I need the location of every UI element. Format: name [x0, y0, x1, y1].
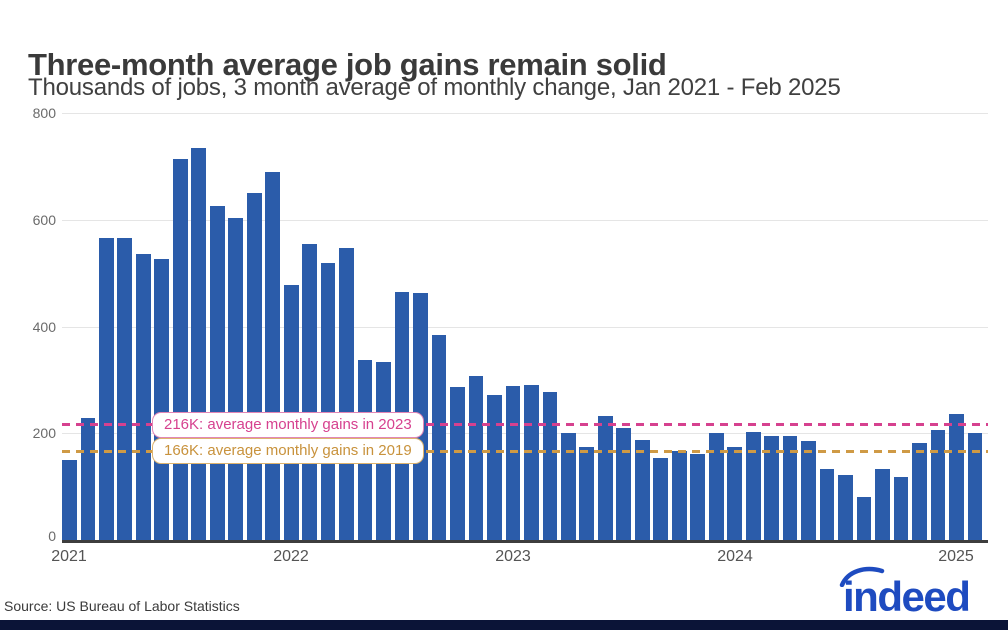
bar-dec-2021	[265, 172, 281, 540]
bar-nov-2024	[912, 443, 927, 540]
reference-line-avg-monthly-gains-2023	[62, 423, 988, 426]
bar-apr-2021	[117, 238, 133, 540]
y-axis-tick-600: 600	[32, 212, 56, 228]
y-axis-tick-800: 800	[32, 105, 56, 121]
bar-feb-2022	[302, 244, 317, 540]
indeed-logo[interactable]: indeed	[839, 566, 993, 620]
bar-jan-2021	[62, 460, 77, 540]
y-axis-tick-0: 0	[48, 528, 56, 544]
bar-jun-2021	[154, 259, 170, 540]
bar-oct-2021	[228, 218, 244, 540]
bar-nov-2021	[246, 193, 262, 540]
bar-mar-2024	[764, 436, 779, 540]
bar-aug-2023	[634, 440, 650, 540]
bar-may-2024	[801, 441, 816, 540]
gridline-400	[62, 327, 988, 328]
reference-label-avg-monthly-gains-2023: 216K: average monthly gains in 2023	[152, 412, 424, 438]
source-attribution: Source: US Bureau of Labor Statistics	[4, 598, 240, 614]
bar-apr-2022	[339, 248, 354, 540]
bar-aug-2024	[856, 497, 872, 540]
bar-mar-2023	[542, 392, 558, 540]
gridline-600	[62, 220, 988, 221]
bar-jan-2023	[505, 386, 521, 540]
bar-may-2021	[135, 254, 151, 540]
reference-line-avg-monthly-gains-2019	[62, 450, 988, 453]
bar-dec-2023	[708, 433, 724, 540]
indeed-logo-text: indeed	[843, 573, 971, 620]
bar-may-2023	[579, 447, 595, 540]
bar-aug-2021	[191, 148, 207, 540]
bar-feb-2023	[524, 385, 539, 540]
bar-jul-2023	[616, 428, 632, 540]
bar-nov-2023	[690, 454, 706, 540]
bar-nov-2022	[468, 376, 484, 540]
bar-oct-2022	[450, 387, 465, 540]
gridline-800	[62, 113, 988, 114]
chart-title: Three-month average job gains remain sol…	[28, 46, 667, 82]
bar-sep-2022	[431, 335, 447, 540]
bar-feb-2025	[967, 433, 983, 540]
reference-label-avg-monthly-gains-2019: 166K: average monthly gains in 2019	[152, 438, 424, 464]
bar-feb-2021	[80, 418, 96, 540]
bar-sep-2024	[875, 469, 890, 540]
bar-oct-2023	[671, 451, 687, 540]
bar-mar-2022	[320, 263, 336, 540]
bar-jul-2024	[838, 475, 853, 540]
y-axis-tick-200: 200	[32, 425, 56, 441]
x-axis-label-2023: 2023	[495, 548, 531, 565]
bar-jan-2024	[727, 447, 743, 540]
x-axis-label-2025: 2025	[938, 548, 974, 565]
bar-apr-2023	[561, 433, 576, 540]
x-axis-line	[62, 540, 988, 543]
bar-oct-2024	[893, 477, 909, 540]
indeed-swoosh-icon	[839, 566, 885, 587]
brand-footer-strip	[0, 620, 1008, 630]
bar-feb-2024	[745, 432, 761, 540]
bar-dec-2022	[487, 395, 502, 540]
x-axis-label-2022: 2022	[273, 548, 309, 565]
bar-sep-2023	[653, 458, 669, 540]
x-axis-label-2021: 2021	[51, 548, 87, 565]
chart-subtitle: Thousands of jobs, 3 month average of mo…	[28, 74, 841, 101]
bar-jun-2024	[819, 469, 835, 540]
bar-mar-2021	[99, 238, 114, 540]
bar-jul-2021	[172, 159, 188, 540]
bar-dec-2024	[930, 430, 946, 540]
bar-sep-2021	[209, 206, 225, 540]
bar-jun-2023	[597, 416, 613, 540]
bar-jan-2025	[949, 414, 964, 540]
bar-apr-2024	[782, 436, 798, 540]
y-axis-tick-400: 400	[32, 319, 56, 335]
x-axis-label-2024: 2024	[717, 548, 753, 565]
